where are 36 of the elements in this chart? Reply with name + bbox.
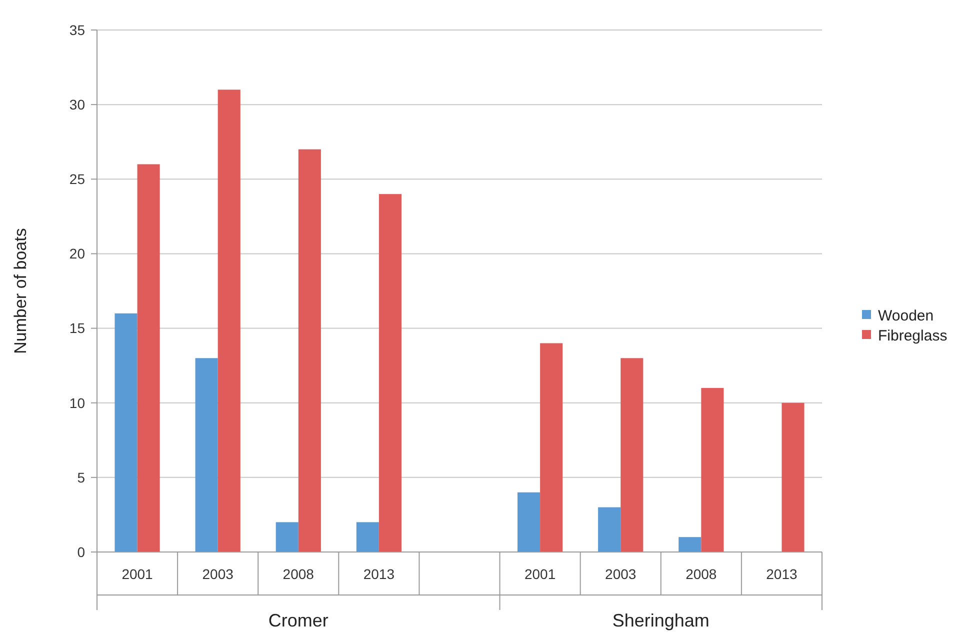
y-tick-label: 10	[69, 394, 86, 411]
bar	[195, 358, 218, 552]
y-tick-label: 35	[69, 22, 86, 38]
y-tick-label: 20	[69, 246, 86, 262]
x-tick-label: 2001	[122, 566, 154, 582]
y-tick-label: 25	[69, 171, 86, 188]
bar	[114, 313, 138, 552]
x-tick-label: 2003	[605, 566, 636, 582]
bar	[518, 492, 540, 552]
text: Cromer	[268, 610, 328, 630]
text: Sheringham	[612, 610, 710, 630]
legend-label: Wooden	[878, 307, 934, 324]
x-tick-label: 2008	[686, 566, 717, 582]
y-tick-label: 5	[77, 469, 86, 486]
bar	[678, 537, 702, 552]
bar	[782, 402, 804, 552]
bar	[540, 343, 563, 552]
bar	[298, 149, 321, 552]
y-tick-label: 15	[69, 320, 86, 336]
bar	[378, 194, 402, 552]
bar	[598, 507, 621, 552]
x-tick-label: 2013	[766, 566, 798, 582]
x-tick-label: 2003	[202, 566, 234, 582]
bar	[701, 388, 724, 552]
y-tick-label: 0	[77, 544, 86, 560]
y-axis-title: Number of boats	[11, 228, 30, 354]
x-tick-label: 2008	[282, 566, 314, 582]
y-tick-label: 30	[69, 96, 86, 112]
bar	[356, 522, 379, 552]
bar	[137, 164, 160, 552]
x-tick-label: 2013	[363, 566, 395, 582]
bar	[620, 358, 644, 552]
bar	[218, 90, 240, 552]
bar	[276, 522, 298, 552]
x-tick-label: 2001	[524, 566, 556, 582]
legend-label: Fibreglass	[878, 327, 948, 344]
